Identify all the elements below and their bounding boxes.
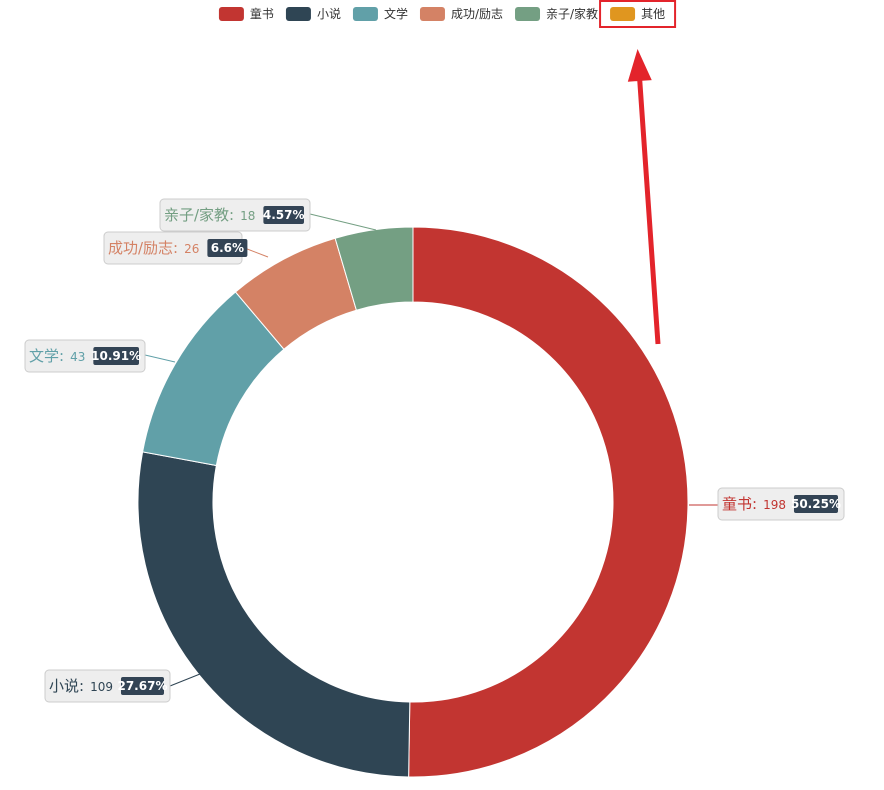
legend-swatch <box>610 7 636 21</box>
slice-label-leader <box>309 213 377 231</box>
legend-swatch <box>285 7 311 21</box>
legend-item-item-2[interactable]: 文学 <box>352 6 408 21</box>
chart-legend: 童书 小说 文学 成功/励志 亲子/家教 其他 <box>218 6 665 21</box>
legend-swatch <box>515 7 541 21</box>
legend-label: 小说 <box>317 6 341 21</box>
legend-item-item-3[interactable]: 成功/励志 <box>419 7 503 21</box>
legend-label: 亲子/家教 <box>546 6 598 21</box>
legend-label: 童书 <box>250 6 274 21</box>
annotation-layer <box>599 0 677 345</box>
slice-label-category: 成功/励志: <box>108 239 178 257</box>
slice-label-percent: 27.67% <box>117 679 167 693</box>
legend-label: 文学 <box>384 6 408 21</box>
slice-label-percent-badge <box>93 347 139 365</box>
annotation-arrow <box>627 49 661 345</box>
slice-item-0[interactable] <box>408 226 689 778</box>
slice-label-item-1: 小说: 109 27.67% <box>44 669 171 703</box>
slice-label-percent-badge <box>207 239 248 257</box>
legend-label: 其他 <box>641 7 665 21</box>
slice-label-item-2: 文学: 43 10.91% <box>24 339 146 373</box>
slice-label-percent: 10.91% <box>91 349 141 363</box>
slice-label-percent: 4.57% <box>263 208 305 222</box>
slice-label-percent: 6.6% <box>211 241 244 255</box>
slice-label-category: 亲子/家教: <box>164 206 234 224</box>
legend-item-item-1[interactable]: 小说 <box>285 6 341 21</box>
slice-label-percent-badge <box>263 206 304 224</box>
slice-label-category: 童书: <box>722 495 757 513</box>
slice-label-percent-badge <box>793 495 838 513</box>
slice-item-1[interactable] <box>137 451 411 778</box>
legend-label: 成功/励志 <box>451 7 503 21</box>
slice-label-leader <box>169 671 206 687</box>
slice-label-percent-badge <box>120 677 164 695</box>
slice-item-4[interactable] <box>334 226 414 311</box>
slice-labels: 童书: 198 50.25% 小说: 109 27.67% 文学: 43 10.91% 成功/励志… <box>24 198 845 703</box>
slice-label-category: 小说: <box>49 677 84 695</box>
slice-label-value: 43 <box>70 350 85 364</box>
slice-label-item-0: 童书: 198 50.25% <box>717 487 845 521</box>
legend-item-item-0[interactable]: 童书 <box>218 6 274 21</box>
legend-swatch <box>352 7 378 21</box>
donut-slices <box>137 226 689 778</box>
slice-label-item-4: 亲子/家教: 18 4.57% <box>159 198 311 232</box>
slice-label-item-3: 成功/励志: 26 6.6% <box>103 231 248 265</box>
slice-label-percent: 50.25% <box>791 497 841 511</box>
legend-swatch <box>419 7 445 21</box>
highlight-box <box>599 0 677 28</box>
slice-label-value: 198 <box>763 498 786 512</box>
legend-item-item-4[interactable]: 亲子/家教 <box>515 6 598 21</box>
slice-label-value: 18 <box>240 209 255 223</box>
legend-swatch <box>218 7 244 21</box>
slice-label-value: 109 <box>90 680 113 694</box>
legend-item-item-5[interactable]: 其他 <box>610 7 665 21</box>
slice-label-value: 26 <box>184 242 199 256</box>
slice-label-category: 文学: <box>29 347 64 365</box>
slice-label-leader <box>144 354 176 363</box>
